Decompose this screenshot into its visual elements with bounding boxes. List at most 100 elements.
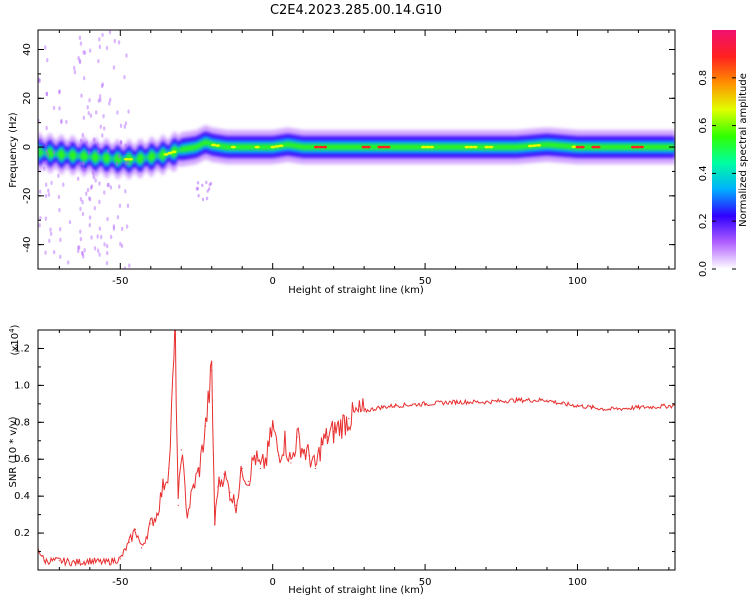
spectrogram-noise [106, 182, 110, 188]
colorbar-ticks: 0.0 0.2 0.4 0.6 0.8 [698, 70, 736, 277]
spectrogram-frame [37, 29, 676, 270]
spectrogram-noise [59, 237, 62, 243]
spectrogram-hotspot [484, 145, 490, 149]
spectrogram-noise [73, 65, 76, 71]
spectrogram-y-ticks: -40 -20 0 20 40 [22, 43, 675, 270]
spectrogram-noise [39, 189, 42, 194]
spectrogram-noise [80, 93, 83, 98]
spectrogram-noise [88, 223, 91, 228]
spectrogram-noise [105, 45, 109, 51]
snr-y-label: SNR (10 * v/v) [8, 416, 19, 487]
spectrogram-noise [49, 227, 52, 232]
spectrogram-noise [91, 170, 95, 176]
spectrogram-noise [85, 191, 88, 196]
spectrogram-noise [46, 57, 49, 63]
spectrogram-noise [97, 98, 101, 103]
spectrogram-noise [98, 226, 102, 231]
snr-data-point [43, 560, 45, 562]
spectrogram-hotspot [214, 144, 221, 147]
spectrogram-panel: -50 0 50 100 -40 -20 0 20 40 Height of straight… [8, 29, 676, 296]
spectrogram-noise [52, 149, 55, 155]
spectrogram-noise [83, 167, 86, 173]
spectrogram-noise [79, 206, 82, 212]
spectrogram-noise [101, 82, 104, 87]
snr-data-point [637, 406, 640, 409]
y-tick-label: 20 [22, 92, 33, 105]
spectrogram-noise [57, 194, 61, 200]
spectrogram-noise [103, 190, 106, 195]
spectrogram-noise [126, 160, 130, 165]
y-tick-label: 1.0 [14, 380, 30, 391]
spectrogram-noise [80, 250, 84, 256]
spectrogram-noise [109, 97, 112, 103]
spectrogram-noise [76, 176, 80, 182]
spectrogram-noise [88, 150, 91, 155]
spectrogram-noise [58, 227, 62, 232]
spectrogram-hotspot [313, 145, 320, 149]
spectrogram-noise [124, 121, 128, 126]
y-tick-label: -20 [22, 188, 33, 204]
snr-data-point [177, 504, 179, 506]
spectrogram-noise [86, 105, 89, 110]
spectrogram-noise [120, 139, 123, 145]
snr-data-point [241, 467, 243, 470]
spectrogram-noise [77, 245, 81, 250]
spectrogram-noise [52, 249, 56, 255]
spectrogram-noise [118, 184, 121, 189]
spectrogram-noise [79, 196, 83, 202]
spectrogram-noise [81, 211, 85, 217]
spectrogram-x-label: Height of straight line (km) [288, 285, 424, 296]
spectrogram-noise [58, 89, 61, 95]
spectrogram-noise [78, 59, 82, 65]
spectrogram-hotspot [171, 150, 177, 154]
snr-data-point [174, 333, 176, 335]
spectrogram-noise [201, 197, 205, 202]
spectrogram-hotspot [591, 145, 597, 149]
spectrogram-noise [113, 38, 117, 44]
spectrogram-noise [44, 193, 48, 199]
spectrogram-noise [124, 189, 127, 194]
spectrogram-noise [67, 260, 70, 265]
spectrogram-band-3 [38, 139, 675, 166]
snr-data-point [214, 523, 216, 525]
x-tick-label: 100 [568, 276, 587, 287]
colorbar-tick-label: 0.2 [698, 213, 709, 229]
spectrogram-noise [105, 260, 109, 266]
snr-data-point [229, 491, 231, 494]
spectrogram-hotspot [230, 145, 236, 149]
spectrogram-noise [81, 251, 84, 256]
snr-data-point [561, 403, 563, 405]
spectrogram-noise [119, 241, 122, 247]
spectrogram-noise [98, 199, 101, 205]
spectrogram-noise [102, 126, 106, 131]
colorbar-tick-label: 0.0 [698, 261, 709, 277]
spectrogram-noise [197, 193, 200, 198]
spectrogram-noise [44, 250, 47, 255]
spectrogram-noise [81, 254, 85, 259]
spectrogram-noise [47, 188, 50, 193]
snr-x-label: Height of straight line (km) [288, 585, 424, 596]
spectrogram-noise [45, 148, 48, 153]
snr-y-multiplier-base: (x10 [10, 333, 21, 356]
spectrogram-noise [46, 152, 50, 157]
spectrogram-noise [118, 203, 122, 208]
spectrogram-noise [124, 161, 128, 166]
snr-data-point [333, 430, 335, 433]
spectrogram-noise [100, 234, 103, 240]
spectrogram-noise [47, 192, 51, 197]
spectrogram-noise [98, 181, 101, 186]
spectrogram-noise [45, 159, 48, 165]
spectrogram-hotspot [385, 145, 391, 149]
snr-data-point [546, 399, 548, 401]
spectrogram-noise [60, 119, 63, 125]
spectrogram-noise [112, 65, 116, 70]
spectrogram-noise [125, 224, 129, 229]
spectrogram-hotspot [361, 145, 367, 149]
spectrogram-noise [39, 215, 42, 221]
snr-data-point [393, 405, 396, 407]
spectrogram-noise [50, 180, 53, 186]
spectrogram-hotspot [127, 157, 133, 161]
spectrogram-noise [98, 44, 102, 50]
spectrogram-noise [81, 132, 85, 138]
spectrogram-hotspot [488, 145, 494, 149]
